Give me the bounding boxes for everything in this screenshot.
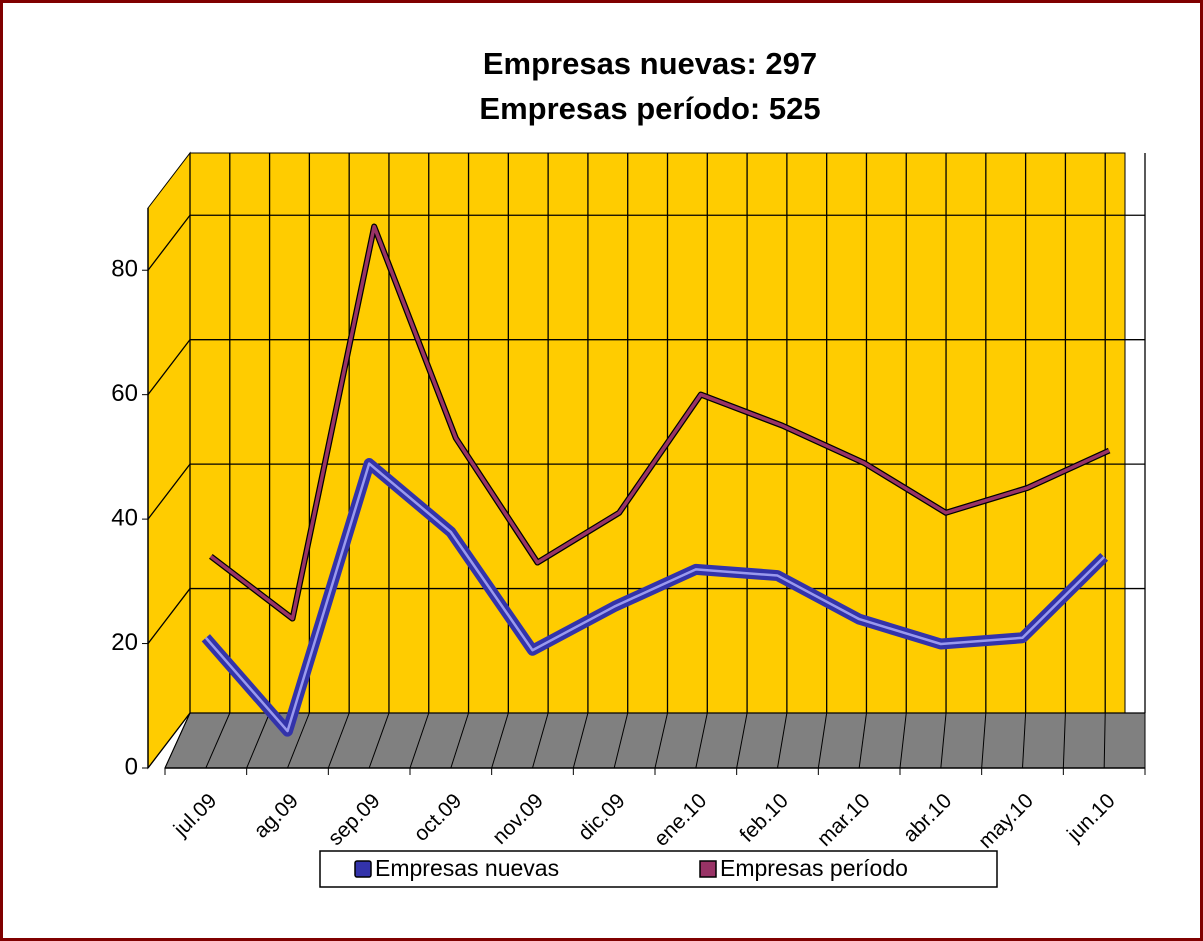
floor-grid: [858, 712, 867, 769]
floor-grid: [368, 712, 390, 769]
floor-grid: [246, 712, 271, 769]
grid-line: [147, 463, 191, 520]
floor-grid: [613, 712, 629, 769]
floor-grid: [1062, 712, 1066, 769]
floor-grid: [817, 712, 828, 769]
y-tick-label: 60: [111, 380, 138, 407]
floor-grid: [654, 712, 668, 769]
y-tick-label: 40: [111, 504, 138, 531]
grid-line: [147, 339, 191, 396]
floor-grid: [981, 712, 987, 769]
y-tick-label: 80: [111, 256, 138, 283]
series-line-highlight: [204, 462, 1106, 733]
floor-grid: [287, 712, 310, 769]
floor-grid: [572, 712, 589, 769]
floor-grid: [205, 712, 231, 769]
chart-title: Empresas nuevas: 297: [483, 46, 817, 81]
y-tick-label: 20: [111, 629, 138, 656]
legend-swatch: [699, 860, 717, 878]
floor-grid: [409, 712, 430, 769]
floor-grid: [491, 712, 509, 769]
floor-grid: [532, 712, 549, 769]
y-tick-label: 0: [125, 753, 138, 780]
floor-grid: [940, 712, 947, 769]
legend-box: [319, 850, 998, 888]
floor: [164, 712, 1146, 769]
side-wall: [147, 151, 191, 770]
floor-grid: [327, 712, 350, 769]
chart-title: Empresas período: 525: [479, 91, 820, 126]
grid-line: [147, 214, 191, 271]
legend-label: Empresas nuevas: [375, 855, 559, 881]
legend-label: Empresas período: [720, 855, 908, 881]
grid-line: [147, 712, 191, 769]
legend-swatch: [354, 860, 372, 878]
floor-grid: [736, 712, 748, 769]
floor-grid: [164, 712, 191, 769]
floor-grid: [777, 712, 788, 769]
floor-grid: [1103, 712, 1106, 769]
grid-line: [147, 588, 191, 644]
floor-grid: [1022, 712, 1027, 769]
floor-grid: [695, 712, 708, 769]
series-line: [209, 224, 1110, 621]
floor-grid: [450, 712, 470, 769]
floor-grid: [899, 712, 907, 769]
